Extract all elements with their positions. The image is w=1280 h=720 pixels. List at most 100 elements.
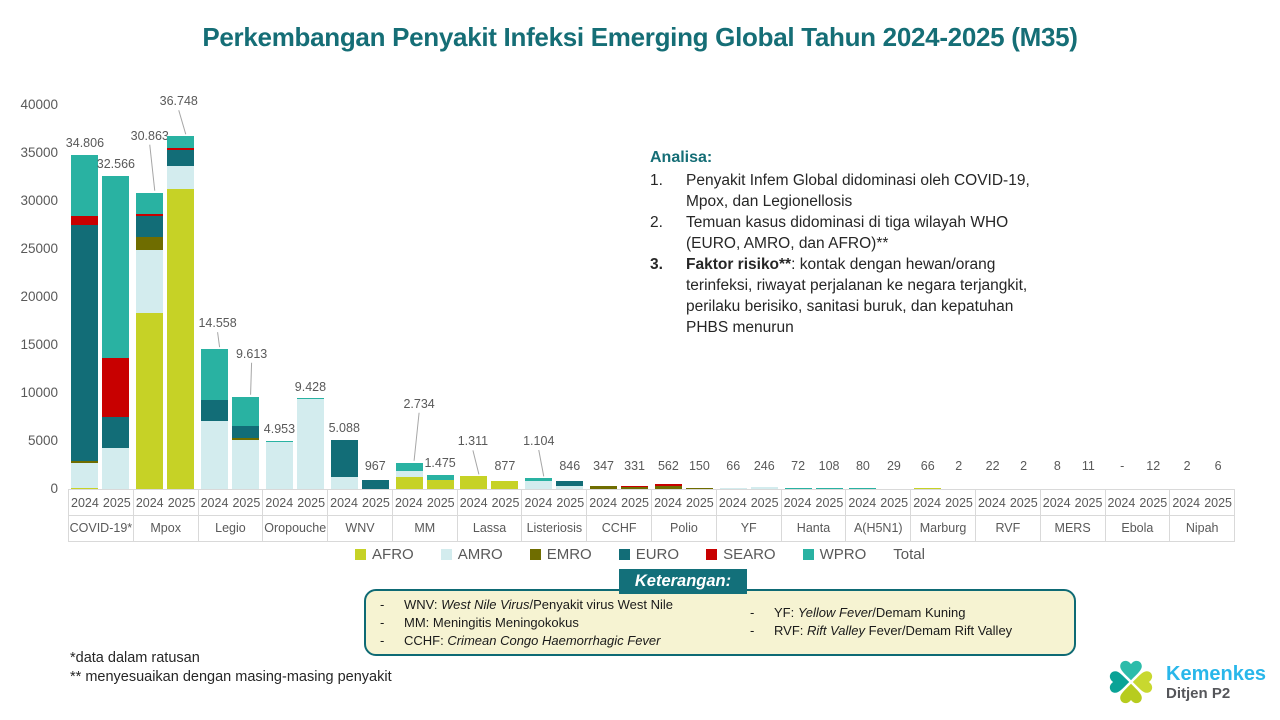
legend-item-euro: EURO	[618, 546, 680, 563]
bar-total-label: 246	[753, 459, 775, 473]
bar-total-label: 108	[818, 459, 840, 473]
y-tick-30000: 30000	[20, 193, 58, 208]
legend-label: AMRO	[457, 546, 503, 563]
bar-total-label: 967	[364, 459, 386, 473]
legend-item-emro: EMRO	[529, 546, 592, 563]
analysis-item-1: 1. Penyakit Infem Global didominasi oleh …	[650, 172, 1030, 210]
year-label: 2024	[459, 496, 488, 510]
segment-wpro	[201, 349, 229, 400]
footnote-1: *data dalam ratusan	[70, 650, 200, 666]
year-label: 2024	[200, 496, 229, 510]
year-label: 2025	[945, 496, 973, 510]
year-label: 2025	[491, 496, 520, 510]
year-label: 2025	[232, 496, 261, 510]
disease-label: Mpox	[150, 521, 181, 535]
page-title: Perkembangan Penyakit Infeksi Emerging G…	[202, 22, 1078, 52]
y-tick-40000: 40000	[20, 97, 58, 112]
year-label: 2024	[913, 496, 941, 510]
segment-euro	[232, 425, 260, 438]
year-label: 2025	[1074, 496, 1103, 510]
y-tick-20000: 20000	[20, 289, 58, 304]
segment-afro	[71, 487, 99, 489]
segment-emro	[590, 485, 618, 489]
legend-chip-emro	[529, 549, 541, 560]
category-marburg: 2024 2025 Marburg	[910, 490, 975, 541]
category-yf: 2024 2025 YF	[715, 490, 781, 541]
notes-right-column: - YF: Yellow Fever/Demam Kuning - RVF: Rift…	[750, 604, 1012, 640]
bar-mpox-2024	[136, 192, 164, 489]
year-label: 2024	[265, 496, 294, 510]
category-axis: 2024 2025 COVID-19* 2024 2025 Mpox 2024 2025 Leg…	[68, 489, 1236, 542]
year-label: 2024	[589, 496, 618, 510]
bar-total-label: 1.311	[457, 434, 489, 449]
bar-mpox-2025	[167, 136, 195, 489]
segment-euro	[167, 150, 195, 167]
year-label: 2024	[848, 496, 877, 510]
bar-total-label: 2.734	[403, 396, 435, 411]
legend-label: WPRO	[819, 546, 867, 563]
segment-amro	[201, 420, 229, 489]
year-label: 2025	[297, 496, 326, 510]
legend-chip-searo	[706, 549, 718, 560]
legend-chip-amro	[440, 549, 452, 560]
bar-polio-2025	[685, 487, 713, 489]
note-item-right-2: - RVF: Rift Valley Fever/Demam Rift Valle…	[750, 623, 1013, 638]
note-item-left-2: - MM: Meningitis Meningokokus	[380, 615, 579, 630]
analysis-panel: Analisa: 1. Penyakit Infem Global didomin…	[650, 149, 1170, 338]
category-covid-19-: 2024 2025 COVID-19*	[68, 490, 133, 541]
category-cchf: 2024 2025 CCHF	[586, 490, 652, 541]
notes-heading-badge: Keterangan:	[619, 569, 747, 594]
year-label: 2025	[426, 496, 455, 510]
note-item-left-3: - CCHF: Crimean Congo Haemorrhagic Fever	[380, 633, 661, 648]
plot-area: 34.806 32.566 30.863 36.748 14.558 9.613 4.953…	[66, 94, 1235, 489]
y-tick-0: 0	[50, 481, 58, 496]
bar-lassa-2025	[491, 480, 519, 489]
segment-amro	[296, 399, 324, 489]
segment-emro	[71, 461, 99, 463]
disease-label: CCHF	[601, 521, 637, 535]
disease-label: Oropouche	[264, 521, 327, 535]
bar-total-label: 150	[688, 459, 710, 473]
analysis-heading: Analisa:	[650, 149, 713, 166]
category-legio: 2024 2025 Legio	[197, 490, 263, 541]
category-mpox: 2024 2025 Mpox	[132, 490, 198, 541]
segment-amro	[750, 486, 778, 489]
segment-amro	[556, 486, 584, 489]
bar-yf-2025	[750, 486, 778, 489]
segment-wpro	[849, 487, 877, 489]
bar-lassa-2024	[460, 476, 488, 489]
bar-total-label: 6	[1214, 459, 1222, 473]
segment-searo	[621, 485, 649, 488]
y-tick-25000: 25000	[20, 241, 58, 256]
year-label: 2025	[685, 496, 714, 510]
category-rvf: 2024 2025 RVF	[974, 490, 1040, 541]
chart-legend: AFRO AMRO EMRO EURO SEARO WPRO Total	[0, 546, 1280, 563]
logo-petal	[1109, 671, 1130, 693]
segment-amro	[525, 481, 553, 489]
disease-label: Listeriosis	[526, 521, 583, 535]
bar-total-label: 9.613	[235, 346, 268, 361]
legend-chip-euro	[618, 549, 630, 560]
year-label: 2025	[362, 496, 390, 510]
y-tick-15000: 15000	[20, 337, 58, 352]
segment-emro	[232, 437, 260, 441]
bar-total-label: 34.806	[65, 135, 105, 150]
legend-label: EURO	[635, 546, 680, 563]
year-label: 2025	[621, 496, 649, 510]
category-hanta: 2024 2025 Hanta	[780, 490, 846, 541]
segment-searo	[102, 358, 130, 417]
segment-afro	[136, 313, 164, 489]
bar-total-label: 22	[985, 459, 1000, 473]
year-label: 2025	[750, 496, 779, 510]
disease-label: Hanta	[796, 521, 831, 535]
bar-yf-2024	[719, 487, 747, 489]
segment-amro	[167, 166, 195, 190]
bar-total-label: 9.428	[294, 379, 327, 394]
bar-marburg-2024	[914, 487, 942, 489]
segment-wpro	[136, 192, 164, 215]
kemenkes-flower-icon	[1109, 660, 1153, 704]
bar-total-label: 4.953	[263, 422, 296, 437]
year-label: 2024	[135, 496, 164, 510]
segment-searo	[71, 216, 99, 225]
y-tick-10000: 10000	[20, 385, 58, 400]
